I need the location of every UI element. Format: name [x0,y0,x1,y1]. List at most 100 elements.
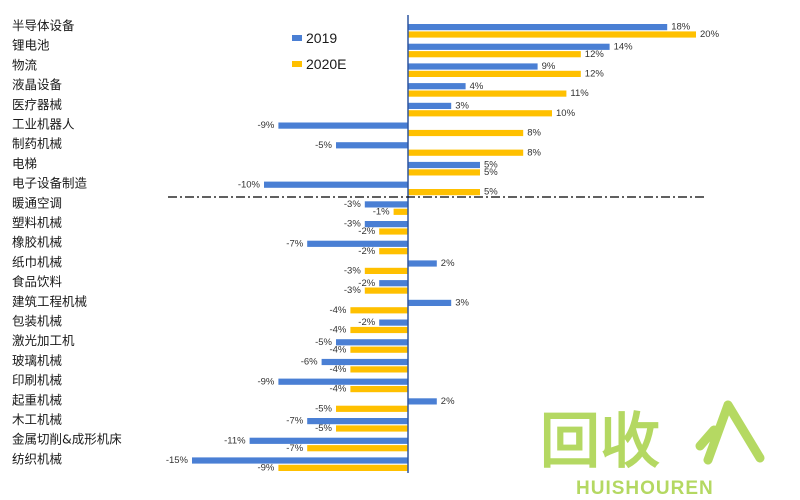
data-label: -2% [358,278,375,289]
bar-2020e [364,287,408,294]
data-label: 2% [441,396,455,407]
watermark-text: 回收 [540,407,660,477]
bar-2019 [364,201,408,208]
category-label: 纸巾机械 [12,254,63,269]
data-label: -7% [286,238,303,249]
bar-2019 [408,63,538,70]
category-label: 包装机械 [12,314,63,329]
bar-2019 [408,43,610,50]
category-label: 液晶设备 [12,77,63,92]
data-label: -2% [358,246,375,257]
legend-swatch-2019 [292,35,302,41]
bar-2020e [408,51,581,58]
legend: 2019 2020E [292,30,346,72]
bars-group [192,24,696,471]
data-label: -4% [329,364,346,375]
data-label: -3% [344,199,361,210]
data-label: 14% [614,41,634,52]
data-label: -5% [315,140,332,151]
data-label: 3% [455,101,469,112]
category-label: 玻璃机械 [12,353,63,368]
bar-2019 [364,221,408,228]
bar-2019 [408,83,466,90]
data-label: -6% [301,357,318,368]
category-label: 制药机械 [12,136,63,151]
bar-2019 [379,319,408,326]
bar-2019 [336,339,408,346]
data-label: 5% [484,167,498,178]
bar-2019 [408,24,668,31]
data-label: 8% [527,147,541,158]
category-labels-group: 半导体设备锂电池物流液晶设备医疗器械工业机器人制药机械电梯电子设备制造暖通空调塑… [12,18,122,466]
category-label: 医疗器械 [12,97,63,112]
category-label: 建筑工程机械 [12,294,88,309]
bar-2019 [278,122,408,129]
data-label: -7% [286,443,303,454]
category-label: 起重机械 [12,392,63,407]
bar-2019 [307,240,408,247]
data-label: 10% [556,108,576,119]
bar-2020e [408,31,696,38]
category-label: 橡胶机械 [12,235,63,250]
category-label: 塑料机械 [12,215,63,230]
category-label: 物流 [12,57,38,72]
data-label: 2% [441,258,455,269]
bar-2020e [393,208,408,215]
bar-2020e [350,346,408,353]
watermark-person-icon [695,400,765,465]
data-label: -9% [257,120,274,131]
bar-2019 [192,457,408,464]
category-label: 纺织机械 [12,451,63,466]
bar-2020e [278,464,408,471]
data-label: -9% [257,463,274,474]
bar-2019 [321,358,408,366]
category-label: 印刷机械 [12,373,63,388]
legend-label-2020e: 2020E [306,56,346,72]
bar-2020e [350,326,408,334]
bar-2019 [408,260,437,267]
bar-2020e [350,386,408,393]
watermark: 回收 HUISHOUREN [540,400,765,499]
data-label: -5% [315,423,332,434]
data-label: -7% [286,416,303,427]
data-label: -1% [373,206,390,217]
data-label: -11% [224,435,246,446]
watermark-subtext: HUISHOUREN [576,478,714,499]
bar-2019 [408,398,437,405]
data-label: 12% [585,69,605,80]
category-label: 木工机械 [12,412,63,427]
bar-2020e [350,307,408,314]
category-label: 金属切削&成形机床 [12,432,122,447]
data-label: -3% [344,285,361,296]
bar-2019 [278,378,408,385]
category-label: 电子设备制造 [12,176,88,191]
data-label: -10% [238,179,261,190]
bar-2020e [408,70,581,77]
data-label: -5% [315,337,332,348]
bar-2020e [336,425,408,432]
bar-2019 [408,102,452,109]
category-label: 电梯 [12,156,37,171]
bar-2020e [408,129,524,137]
data-label: -4% [329,344,346,355]
data-label: 4% [470,81,484,92]
data-label: 5% [484,187,498,198]
data-label: 12% [585,49,605,60]
bar-2019 [336,142,408,149]
bar-2020e [336,405,408,412]
category-label: 工业机器人 [12,117,75,132]
bar-2020e [364,267,408,274]
data-label: -3% [344,219,361,230]
category-label: 半导体设备 [12,18,75,33]
category-label: 暖通空调 [12,195,62,210]
data-label: 3% [455,298,469,309]
bar-2020e [408,149,524,156]
data-label: -9% [257,376,274,387]
data-label: 8% [527,128,541,139]
bar-2019 [264,181,408,188]
data-label: -3% [344,266,361,277]
bar-2020e [379,248,408,255]
data-label: 11% [570,88,589,99]
data-label: -4% [329,384,346,395]
data-label: 18% [671,22,691,33]
